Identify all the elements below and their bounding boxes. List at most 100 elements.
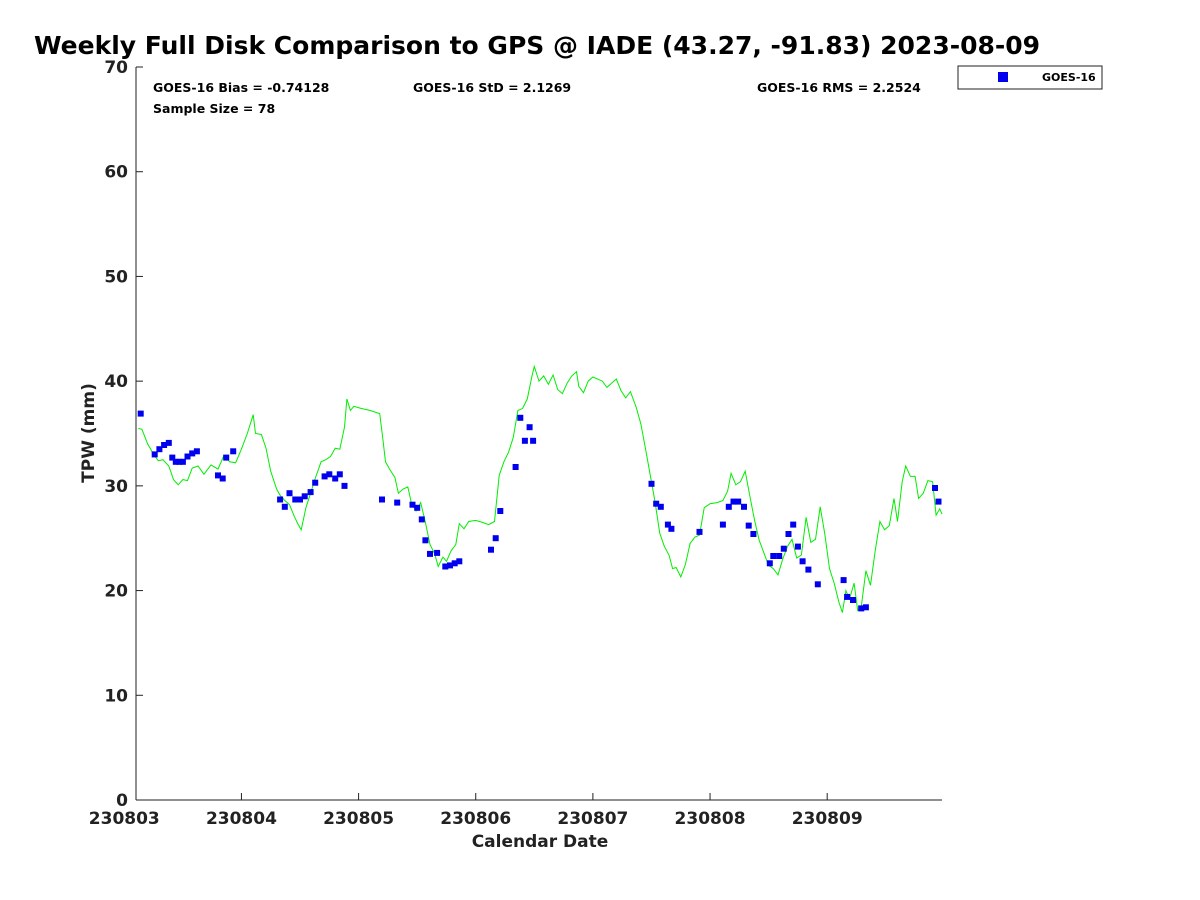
data-point-goes16 [668, 525, 675, 532]
data-point-goes16 [169, 454, 176, 461]
data-point-goes16 [422, 537, 429, 544]
data-point-goes16 [297, 496, 303, 503]
x-tick-label: 230806 [440, 809, 511, 829]
data-point-goes16 [512, 464, 519, 470]
data-point-goes16 [814, 581, 821, 588]
x-tick-label: 230809 [792, 809, 863, 829]
data-point-goes16 [657, 503, 664, 510]
data-point-goes16 [862, 604, 869, 611]
y-tick-label: 60 [104, 163, 128, 183]
data-point-goes16 [161, 442, 168, 448]
data-point-goes16 [932, 485, 938, 491]
plot-frame [135, 67, 942, 801]
data-point-goes16 [434, 549, 441, 556]
data-point-goes16 [189, 450, 196, 457]
legend-marker-goes16 [998, 72, 1008, 82]
legend-box [957, 65, 1103, 90]
data-point-goes16 [935, 498, 942, 505]
data-point-goes16 [750, 531, 757, 537]
data-point-goes16 [858, 605, 865, 612]
data-point-goes16 [156, 446, 163, 453]
chart-title: Weekly Full Disk Comparison to GPS @ IAD… [34, 31, 1040, 60]
data-point-goes16 [447, 562, 453, 569]
data-point-goes16 [725, 503, 732, 510]
data-point-goes16 [409, 501, 416, 508]
data-point-goes16 [850, 597, 856, 603]
stat-std: GOES-16 StD = 2.1269 [413, 80, 571, 95]
series-layer [137, 364, 943, 613]
y-axis-label: TPW (mm) [79, 383, 99, 483]
data-point-goes16 [526, 424, 533, 431]
data-point-goes16 [521, 437, 528, 444]
data-point-goes16 [492, 535, 499, 542]
stat-rms: GOES-16 RMS = 2.2524 [757, 80, 921, 95]
data-point-goes16 [172, 458, 179, 465]
x-tick-label: 230807 [557, 809, 628, 829]
x-axis: 230803 230804 230805 230806 230807 230808 2308… [89, 793, 863, 829]
data-point-goes16 [844, 593, 851, 600]
data-point-goes16 [336, 471, 343, 478]
data-point-goes16 [230, 448, 237, 455]
data-point-goes16 [770, 553, 777, 559]
data-point-goes16 [312, 479, 319, 486]
data-point-goes16 [179, 458, 186, 465]
data-point-goes16 [341, 482, 348, 489]
y-tick-label: 40 [104, 372, 128, 392]
data-point-goes16 [427, 550, 433, 557]
legend-label-goes16: GOES-16 [1042, 71, 1096, 84]
x-tick-label: 230808 [675, 809, 746, 829]
stat-sample-size: Sample Size = 78 [153, 101, 275, 116]
data-point-goes16 [530, 437, 537, 444]
data-point-goes16 [730, 498, 737, 505]
data-point-goes16 [719, 521, 726, 528]
data-point-goes16 [326, 471, 333, 478]
data-point-goes16 [223, 454, 230, 461]
data-point-goes16 [648, 480, 655, 487]
data-point-goes16 [286, 490, 293, 497]
data-point-goes16 [292, 496, 299, 503]
y-tick-label: 10 [104, 686, 128, 706]
data-point-goes16 [741, 503, 747, 510]
y-tick-label: 50 [104, 267, 128, 287]
stat-bias: GOES-16 Bias = -0.74128 [153, 80, 329, 95]
data-point-goes16 [799, 558, 806, 565]
data-point-goes16 [745, 522, 752, 529]
data-point-goes16 [840, 577, 847, 584]
x-tick-label: 230803 [89, 809, 160, 829]
data-point-goes16 [332, 475, 339, 482]
data-point-goes16 [394, 499, 401, 506]
y-axis: 0 10 20 30 40 50 60 70 [104, 58, 143, 811]
data-point-goes16 [151, 451, 158, 458]
x-tick-label: 230805 [323, 809, 394, 829]
data-point-goes16 [517, 414, 524, 421]
data-point-goes16 [488, 546, 494, 553]
data-point-goes16 [321, 473, 328, 480]
y-tick-label: 0 [116, 791, 128, 811]
data-point-goes16 [277, 496, 284, 503]
data-point-goes16 [165, 439, 172, 446]
data-point-goes16 [664, 521, 671, 528]
series-line-gps [138, 364, 943, 613]
x-tick-label: 230804 [206, 809, 277, 829]
data-point-goes16 [776, 553, 783, 559]
data-point-goes16 [184, 453, 191, 460]
legend: GOES-16 [957, 65, 1103, 90]
y-tick-label: 70 [104, 58, 128, 78]
data-point-goes16 [696, 528, 703, 535]
data-point-goes16 [442, 563, 449, 570]
y-tick-label: 20 [104, 582, 128, 602]
data-point-goes16 [780, 545, 787, 552]
data-point-goes16 [414, 504, 421, 511]
data-point-goes16 [176, 458, 183, 465]
data-point-goes16 [215, 472, 221, 479]
data-point-goes16 [307, 489, 314, 496]
data-point-goes16 [790, 521, 797, 528]
data-point-goes16 [785, 531, 792, 537]
data-point-goes16 [379, 496, 385, 503]
x-axis-label: Calendar Date [472, 832, 609, 852]
data-point-goes16 [193, 448, 200, 455]
data-point-goes16 [451, 560, 458, 567]
data-point-goes16 [137, 410, 144, 417]
data-point-goes16 [735, 498, 742, 505]
